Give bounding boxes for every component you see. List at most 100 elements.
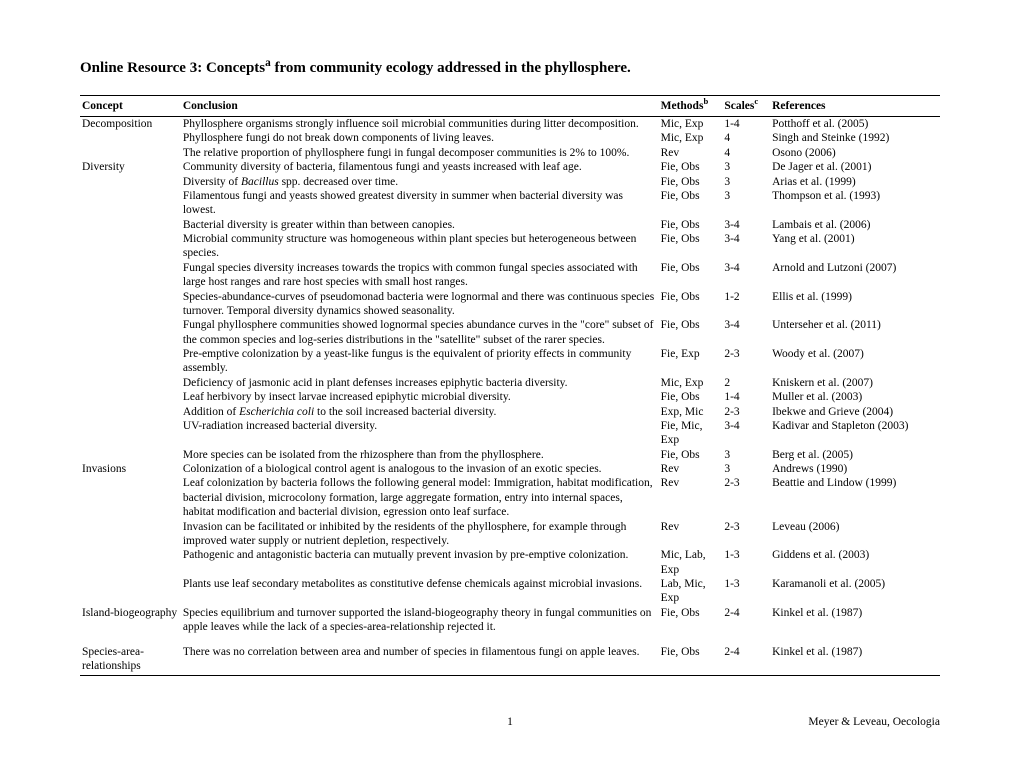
cell-refs: Arias et al. (1999) — [770, 175, 940, 189]
cell-methods: Fie, Obs — [659, 645, 723, 676]
cell-refs: Ibekwe and Grieve (2004) — [770, 405, 940, 419]
cell-conclusion: There was no correlation between area an… — [181, 645, 659, 676]
table-row: UV-radiation increased bacterial diversi… — [80, 419, 940, 448]
cell-conclusion: Phyllosphere organisms strongly influenc… — [181, 117, 659, 132]
cell-scales: 2 — [722, 376, 770, 390]
cell-conclusion: Microbial community structure was homoge… — [181, 232, 659, 261]
cell-concept — [80, 175, 181, 189]
col-scales: Scalesc — [722, 96, 770, 117]
cell-scales: 3-4 — [722, 232, 770, 261]
cell-refs: Kadivar and Stapleton (2003) — [770, 419, 940, 448]
cell-concept — [80, 347, 181, 376]
cell-methods: Fie, Mic, Exp — [659, 419, 723, 448]
cell-refs: De Jager et al. (2001) — [770, 160, 940, 174]
cell-conclusion: Pathogenic and antagonistic bacteria can… — [181, 548, 659, 577]
cell-refs: Karamanoli et al. (2005) — [770, 577, 940, 606]
cell-scales: 4 — [722, 146, 770, 160]
cell-concept — [80, 261, 181, 290]
cell-methods: Fie, Obs — [659, 189, 723, 218]
cell-scales: 2-4 — [722, 645, 770, 676]
cell-refs: Singh and Steinke (1992) — [770, 131, 940, 145]
table-row — [80, 635, 940, 645]
table-row: Pre-emptive colonization by a yeast-like… — [80, 347, 940, 376]
table-row: Leaf colonization by bacteria follows th… — [80, 476, 940, 519]
cell-concept — [80, 318, 181, 347]
cell-methods: Fie, Obs — [659, 606, 723, 635]
cell-refs: Unterseher et al. (2011) — [770, 318, 940, 347]
table-row: Species-area-relationshipsThere was no c… — [80, 645, 940, 676]
cell-methods: Fie, Obs — [659, 448, 723, 462]
cell-concept: Diversity — [80, 160, 181, 174]
cell-methods: Fie, Obs — [659, 160, 723, 174]
cell-concept — [80, 405, 181, 419]
cell-concept — [80, 290, 181, 319]
cell-scales: 2-3 — [722, 405, 770, 419]
cell-methods: Fie, Obs — [659, 261, 723, 290]
cell-scales: 3 — [722, 448, 770, 462]
cell-refs: Beattie and Lindow (1999) — [770, 476, 940, 519]
cell-refs: Berg et al. (2005) — [770, 448, 940, 462]
cell-concept — [80, 476, 181, 519]
cell-methods: Rev — [659, 146, 723, 160]
table-row: Microbial community structure was homoge… — [80, 232, 940, 261]
cell-refs: Leveau (2006) — [770, 520, 940, 549]
cell-conclusion: Deficiency of jasmonic acid in plant def… — [181, 376, 659, 390]
cell-refs: Potthoff et al. (2005) — [770, 117, 940, 132]
table-row: Diversity of Bacillus spp. decreased ove… — [80, 175, 940, 189]
cell-conclusion: Species equilibrium and turnover support… — [181, 606, 659, 635]
cell-methods: Fie, Obs — [659, 290, 723, 319]
cell-scales: 3 — [722, 160, 770, 174]
cell-scales: 1-4 — [722, 117, 770, 132]
cell-conclusion: Phyllosphere fungi do not break down com… — [181, 131, 659, 145]
cell-scales: 2-4 — [722, 606, 770, 635]
cell-conclusion: Filamentous fungi and yeasts showed grea… — [181, 189, 659, 218]
title-pre: Online Resource 3: Concepts — [80, 60, 265, 76]
cell-methods: Fie, Obs — [659, 232, 723, 261]
cell-concept — [80, 419, 181, 448]
cell-refs: Lambais et al. (2006) — [770, 218, 940, 232]
cell-methods: Mic, Lab, Exp — [659, 548, 723, 577]
cell-conclusion: Bacterial diversity is greater within th… — [181, 218, 659, 232]
page-number: 1 — [368, 716, 652, 728]
table-row: Species-abundance-curves of pseudomonad … — [80, 290, 940, 319]
cell-conclusion: Colonization of a biological control age… — [181, 462, 659, 476]
page-title: Online Resource 3: Conceptsa from commun… — [80, 60, 940, 77]
cell-conclusion: The relative proportion of phyllosphere … — [181, 146, 659, 160]
concepts-table: Concept Conclusion Methodsb Scalesc Refe… — [80, 95, 940, 676]
table-row: Fungal phyllosphere communities showed l… — [80, 318, 940, 347]
cell-conclusion: Pre-emptive colonization by a yeast-like… — [181, 347, 659, 376]
cell-conclusion: Addition of Escherichia coli to the soil… — [181, 405, 659, 419]
cell-concept — [80, 577, 181, 606]
cell-refs: Osono (2006) — [770, 146, 940, 160]
cell-methods: Rev — [659, 520, 723, 549]
cell-scales: 2-3 — [722, 520, 770, 549]
table-row: Leaf herbivory by insect larvae increase… — [80, 390, 940, 404]
cell-conclusion: Community diversity of bacteria, filamen… — [181, 160, 659, 174]
cell-scales: 3-4 — [722, 261, 770, 290]
cell-scales: 1-4 — [722, 390, 770, 404]
cell-concept — [80, 232, 181, 261]
cell-scales: 1-3 — [722, 577, 770, 606]
cell-methods: Mic, Exp — [659, 117, 723, 132]
cell-refs: Andrews (1990) — [770, 462, 940, 476]
table-row: Invasion can be facilitated or inhibited… — [80, 520, 940, 549]
cell-refs: Ellis et al. (1999) — [770, 290, 940, 319]
table-row: Deficiency of jasmonic acid in plant def… — [80, 376, 940, 390]
cell-methods: Fie, Obs — [659, 218, 723, 232]
cell-conclusion: Leaf colonization by bacteria follows th… — [181, 476, 659, 519]
col-concept: Concept — [80, 96, 181, 117]
cell-refs: Thompson et al. (1993) — [770, 189, 940, 218]
cell-methods: Rev — [659, 462, 723, 476]
cell-concept: Island-biogeography — [80, 606, 181, 635]
cell-concept — [80, 548, 181, 577]
cell-scales: 3 — [722, 462, 770, 476]
table-row: Fungal species diversity increases towar… — [80, 261, 940, 290]
cell-methods: Fie, Obs — [659, 318, 723, 347]
cell-refs: Yang et al. (2001) — [770, 232, 940, 261]
cell-scales: 2-3 — [722, 476, 770, 519]
cell-conclusion: Leaf herbivory by insect larvae increase… — [181, 390, 659, 404]
cell-methods: Mic, Exp — [659, 131, 723, 145]
cell-methods: Fie, Obs — [659, 390, 723, 404]
cell-scales: 3-4 — [722, 318, 770, 347]
cell-refs: Giddens et al. (2003) — [770, 548, 940, 577]
